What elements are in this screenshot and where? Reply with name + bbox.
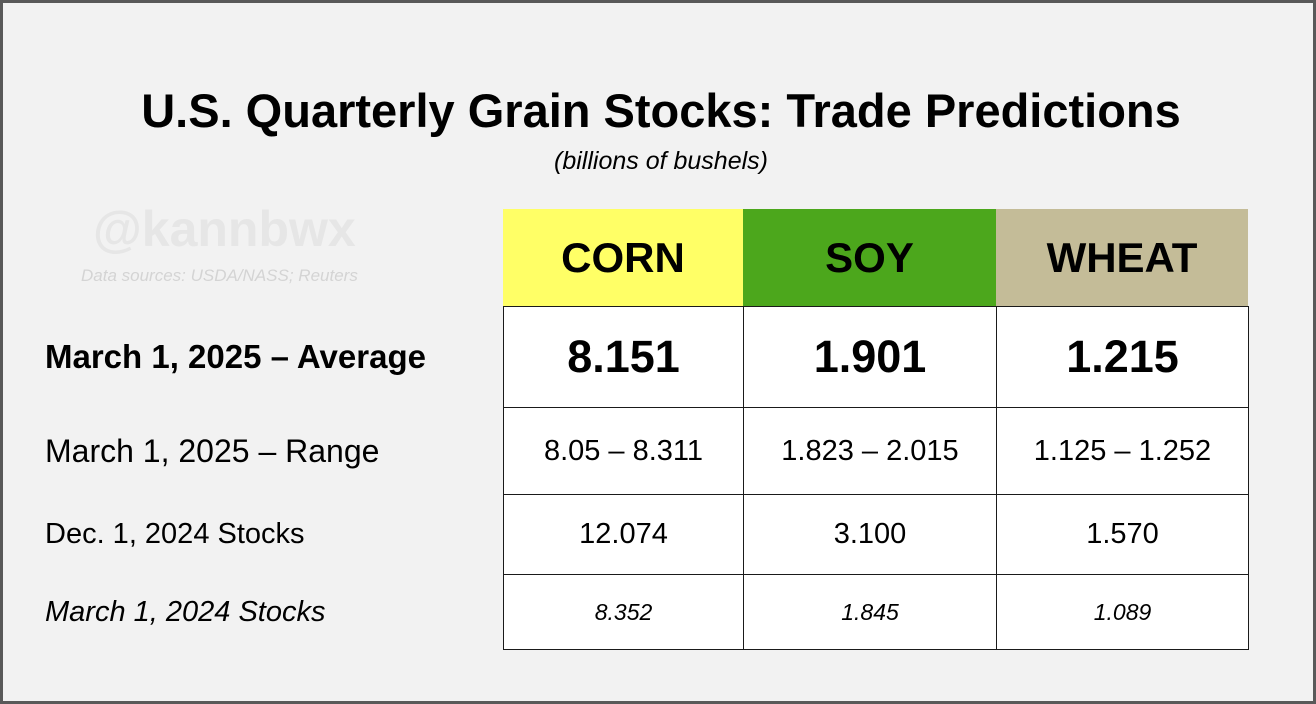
value-cell-corn-average: 8.151 bbox=[567, 331, 680, 382]
value-cell-corn-dec-2024: 12.074 bbox=[579, 518, 668, 550]
grid-line-v bbox=[743, 306, 744, 650]
grid-line-v bbox=[503, 306, 504, 650]
value-cell-corn-march-2024: 8.352 bbox=[594, 598, 653, 625]
chart-title: U.S. Quarterly Grain Stocks: Trade Predi… bbox=[141, 84, 1181, 137]
value-cell-soy-march-2024: 1.845 bbox=[841, 598, 899, 625]
value-cell-wheat-march-2024: 1.089 bbox=[1093, 598, 1152, 625]
column-header-wheat: WHEAT bbox=[996, 209, 1248, 306]
grid-line-v bbox=[996, 306, 997, 650]
grid-line-v bbox=[1248, 306, 1249, 650]
value-cell-soy-range: 1.823 – 2.015 bbox=[781, 434, 959, 467]
column-header-soy: SOY bbox=[743, 209, 996, 306]
value-cell-wheat-range: 1.125 – 1.252 bbox=[1033, 434, 1212, 467]
grid-line-h bbox=[503, 574, 1249, 575]
row-label-march-2025-average: March 1, 2025 – Average bbox=[45, 338, 426, 375]
value-cell-wheat-average: 1.215 bbox=[1066, 331, 1179, 382]
value-cell-soy-average: 1.901 bbox=[813, 331, 927, 382]
column-header-corn: CORN bbox=[503, 209, 743, 306]
grid-line-h bbox=[503, 306, 1249, 307]
value-cell-soy-dec-2024: 3.100 bbox=[833, 518, 907, 550]
data-sources-note: Data sources: USDA/NASS; Reuters bbox=[81, 266, 358, 285]
row-label-march-2025-range: March 1, 2025 – Range bbox=[45, 432, 380, 469]
watermark-handle: @kannbwx bbox=[93, 201, 356, 257]
table-body bbox=[503, 306, 1249, 650]
row-label-dec-2024-stocks: Dec. 1, 2024 Stocks bbox=[45, 518, 305, 550]
value-cell-corn-range: 8.05 – 8.311 bbox=[543, 434, 704, 467]
grid-line-h bbox=[503, 407, 1249, 408]
chart-subtitle: (billions of bushels) bbox=[554, 147, 768, 175]
row-label-march-2024-stocks: March 1, 2024 Stocks bbox=[45, 595, 326, 628]
grid-line-h bbox=[503, 494, 1249, 495]
value-cell-wheat-dec-2024: 1.570 bbox=[1086, 518, 1159, 550]
grid-line-h bbox=[503, 649, 1249, 650]
